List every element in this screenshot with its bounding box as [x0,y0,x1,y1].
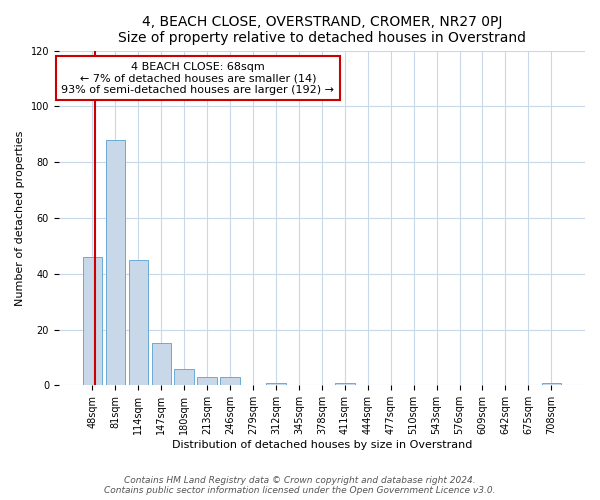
X-axis label: Distribution of detached houses by size in Overstrand: Distribution of detached houses by size … [172,440,472,450]
Bar [542,382,561,386]
Bar [152,344,171,386]
Y-axis label: Number of detached properties: Number of detached properties [15,130,25,306]
Title: 4, BEACH CLOSE, OVERSTRAND, CROMER, NR27 0PJ
Size of property relative to detach: 4, BEACH CLOSE, OVERSTRAND, CROMER, NR27… [118,15,526,45]
Bar [83,257,102,386]
Bar [175,368,194,386]
Bar [106,140,125,386]
Bar [197,377,217,386]
Bar [266,382,286,386]
Text: 4 BEACH CLOSE: 68sqm
← 7% of detached houses are smaller (14)
93% of semi-detach: 4 BEACH CLOSE: 68sqm ← 7% of detached ho… [61,62,334,95]
Bar [128,260,148,386]
Bar [335,382,355,386]
Bar [220,377,240,386]
Text: Contains HM Land Registry data © Crown copyright and database right 2024.
Contai: Contains HM Land Registry data © Crown c… [104,476,496,495]
